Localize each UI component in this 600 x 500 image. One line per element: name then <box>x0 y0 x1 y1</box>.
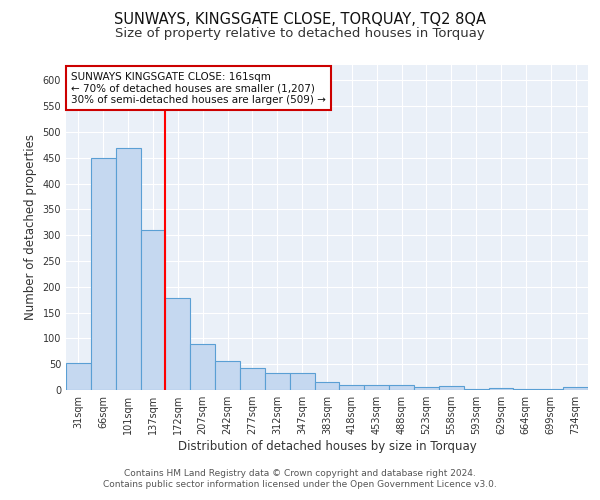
Bar <box>439 386 464 390</box>
Bar <box>190 344 215 390</box>
Bar <box>215 360 240 390</box>
Bar <box>91 158 116 390</box>
Bar <box>166 298 190 390</box>
Text: SUNWAYS KINGSGATE CLOSE: 161sqm
← 70% of detached houses are smaller (1,207)
30%: SUNWAYS KINGSGATE CLOSE: 161sqm ← 70% of… <box>71 72 326 104</box>
Bar <box>290 373 314 390</box>
Bar <box>563 388 588 390</box>
Bar <box>240 368 265 390</box>
Bar <box>389 386 414 390</box>
Bar <box>140 230 166 390</box>
Y-axis label: Number of detached properties: Number of detached properties <box>24 134 37 320</box>
Text: Size of property relative to detached houses in Torquay: Size of property relative to detached ho… <box>115 28 485 40</box>
Bar <box>488 388 514 390</box>
Text: SUNWAYS, KINGSGATE CLOSE, TORQUAY, TQ2 8QA: SUNWAYS, KINGSGATE CLOSE, TORQUAY, TQ2 8… <box>114 12 486 28</box>
Bar <box>414 388 439 390</box>
Text: Contains HM Land Registry data © Crown copyright and database right 2024.: Contains HM Land Registry data © Crown c… <box>124 468 476 477</box>
X-axis label: Distribution of detached houses by size in Torquay: Distribution of detached houses by size … <box>178 440 476 453</box>
Bar <box>265 373 290 390</box>
Bar <box>116 148 140 390</box>
Bar <box>340 386 364 390</box>
Bar <box>364 386 389 390</box>
Bar <box>314 382 340 390</box>
Text: Contains public sector information licensed under the Open Government Licence v3: Contains public sector information licen… <box>103 480 497 489</box>
Bar <box>66 362 91 390</box>
